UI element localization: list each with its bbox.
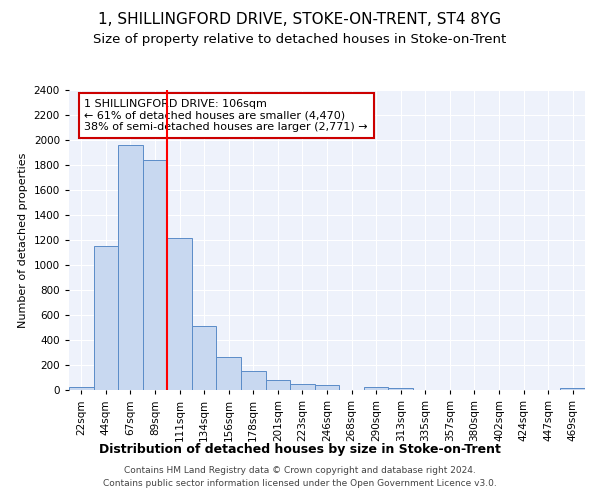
Text: Distribution of detached houses by size in Stoke-on-Trent: Distribution of detached houses by size …: [99, 442, 501, 456]
Bar: [290, 384, 315, 390]
Y-axis label: Number of detached properties: Number of detached properties: [18, 152, 28, 328]
Bar: [118, 145, 143, 390]
Text: Size of property relative to detached houses in Stoke-on-Trent: Size of property relative to detached ho…: [94, 32, 506, 46]
Bar: [217, 357, 241, 390]
Bar: [94, 246, 118, 390]
Text: 1, SHILLINGFORD DRIVE, STOKE-ON-TRENT, ST4 8YG: 1, SHILLINGFORD DRIVE, STOKE-ON-TRENT, S…: [98, 12, 502, 28]
Bar: [69, 386, 94, 390]
Bar: [192, 326, 217, 390]
Text: Contains HM Land Registry data © Crown copyright and database right 2024.
Contai: Contains HM Land Registry data © Crown c…: [103, 466, 497, 487]
Bar: [266, 380, 290, 390]
Bar: [143, 160, 167, 390]
Bar: [388, 388, 413, 390]
Bar: [241, 370, 266, 390]
Bar: [167, 238, 192, 390]
Bar: [315, 385, 339, 390]
Bar: [560, 388, 585, 390]
Text: 1 SHILLINGFORD DRIVE: 106sqm
← 61% of detached houses are smaller (4,470)
38% of: 1 SHILLINGFORD DRIVE: 106sqm ← 61% of de…: [85, 99, 368, 132]
Bar: [364, 387, 388, 390]
